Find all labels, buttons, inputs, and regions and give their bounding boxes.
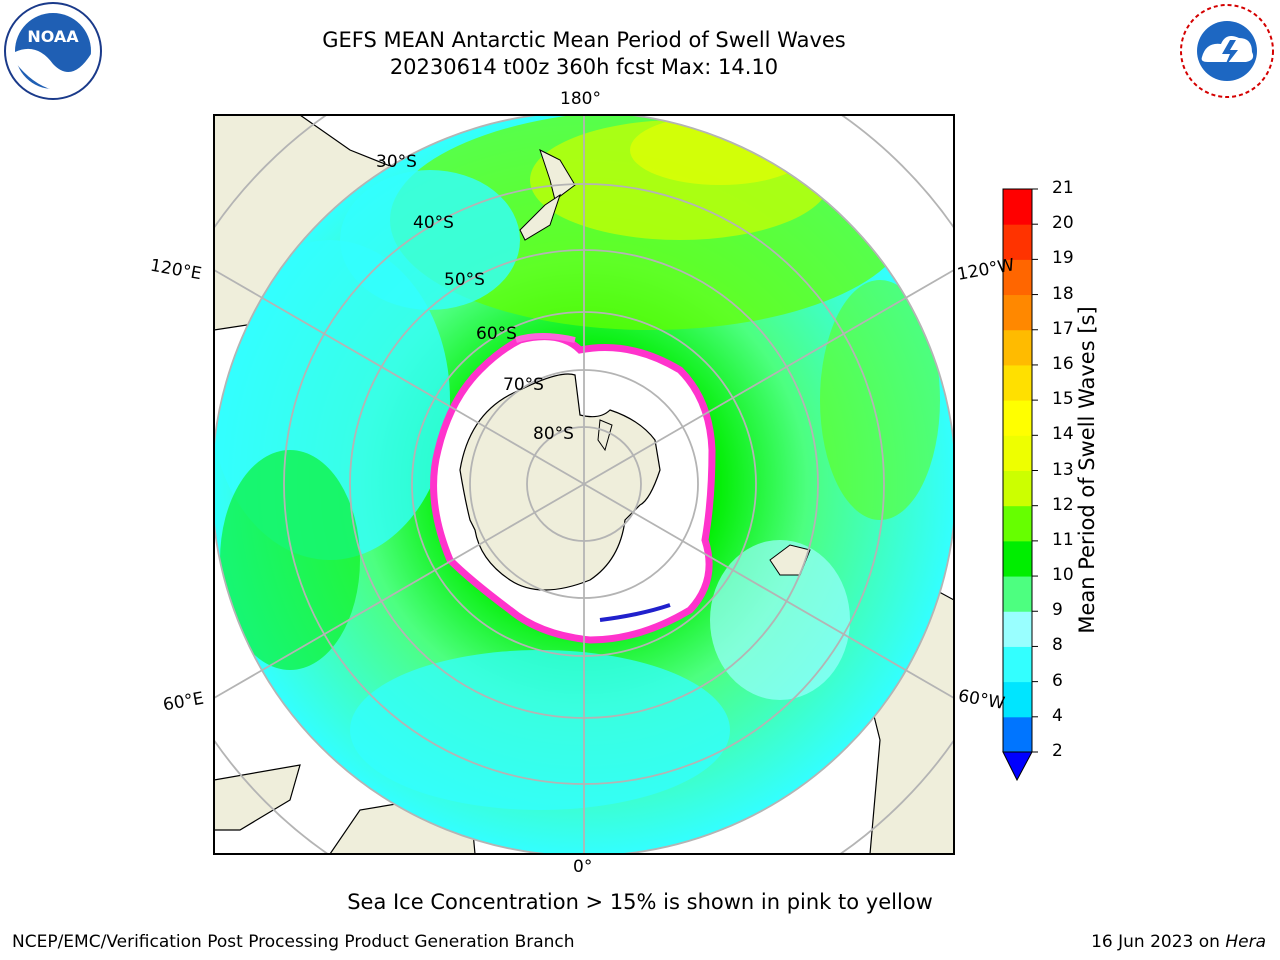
colorbar-tick-label: 11: [1052, 529, 1074, 550]
noaa-logo-text: NOAA: [27, 27, 79, 46]
colorbar-bin: [1003, 364, 1032, 401]
chart-title: GEFS MEAN Antarctic Mean Period of Swell…: [322, 28, 846, 52]
noaa-logo: NOAA: [4, 2, 102, 100]
colorbar-tick-label: 19: [1052, 248, 1074, 269]
colorbar-bin: [1003, 294, 1032, 331]
colorbar-tick-label: 2: [1052, 741, 1063, 761]
colorbar-tick-label: 4: [1052, 705, 1063, 726]
colorbar-label: Mean Period of Swell Waves [s]: [1075, 306, 1099, 634]
colorbar-bin: [1003, 189, 1032, 225]
colorbar-tick-label: 10: [1052, 565, 1074, 586]
footer-branch: NCEP/EMC/Verification Post Processing Pr…: [12, 932, 575, 952]
colorbar-tick-label: 20: [1052, 213, 1074, 234]
colorbar-tick-label: 12: [1052, 494, 1074, 515]
lat-label-30s: 30°S: [376, 152, 417, 172]
footer-date-text: 16 Jun 2023 on: [1091, 932, 1220, 952]
lat-label-60s: 60°S: [476, 324, 517, 344]
colorbar-tick-label: 18: [1052, 283, 1074, 304]
lon-label-180: 180°: [560, 89, 601, 109]
colorbar-tick-label: 6: [1052, 670, 1063, 691]
lat-label-70s: 70°S: [503, 375, 544, 395]
colorbar-tick-label: 21: [1052, 178, 1074, 198]
colorbar-bin: [1003, 224, 1032, 260]
colorbar-extend-arrow: [1002, 751, 1033, 782]
chart-subtitle: 20230614 t00z 360h fcst Max: 14.10: [389, 55, 779, 79]
lat-label-50s: 50°S: [444, 270, 485, 290]
colorbar-bin: [1003, 646, 1032, 683]
colorbar-bin: [1003, 716, 1032, 753]
colorbar-tick-label: 9: [1052, 600, 1063, 621]
lat-label-40s: 40°S: [413, 213, 454, 233]
colorbar-tick-label: 14: [1052, 424, 1074, 445]
footer-date: 16 Jun 2023 on Hera: [1091, 932, 1266, 952]
colorbar-bin: [1003, 435, 1032, 471]
colorbar-bin: [1003, 611, 1032, 647]
colorbar-bin: [1003, 259, 1032, 296]
colorbar-bin: [1003, 505, 1032, 542]
colorbar-bin: [1003, 329, 1032, 366]
lat-label-80s: 80°S: [533, 424, 574, 444]
footer-host: Hera: [1225, 932, 1266, 952]
colorbar-bin: [1003, 681, 1032, 718]
colorbar-tick-label: 16: [1052, 353, 1074, 374]
sea-ice-note: Sea Ice Concentration > 15% is shown in …: [347, 890, 933, 914]
lon-label-0: 0°: [573, 857, 593, 877]
colorbar-tick-label: 15: [1052, 389, 1074, 410]
colorbar-tick-label: 13: [1052, 459, 1074, 480]
colorbar-bin: [1003, 540, 1032, 577]
colorbar-tick-label: 17: [1052, 318, 1074, 339]
nws-logo: [1180, 4, 1274, 98]
colorbar-bin: [1003, 400, 1032, 436]
colorbar-bin: [1003, 470, 1032, 507]
colorbar: [1002, 188, 1038, 753]
colorbar-bin: [1003, 576, 1032, 612]
colorbar-tick-label: 8: [1052, 635, 1063, 656]
